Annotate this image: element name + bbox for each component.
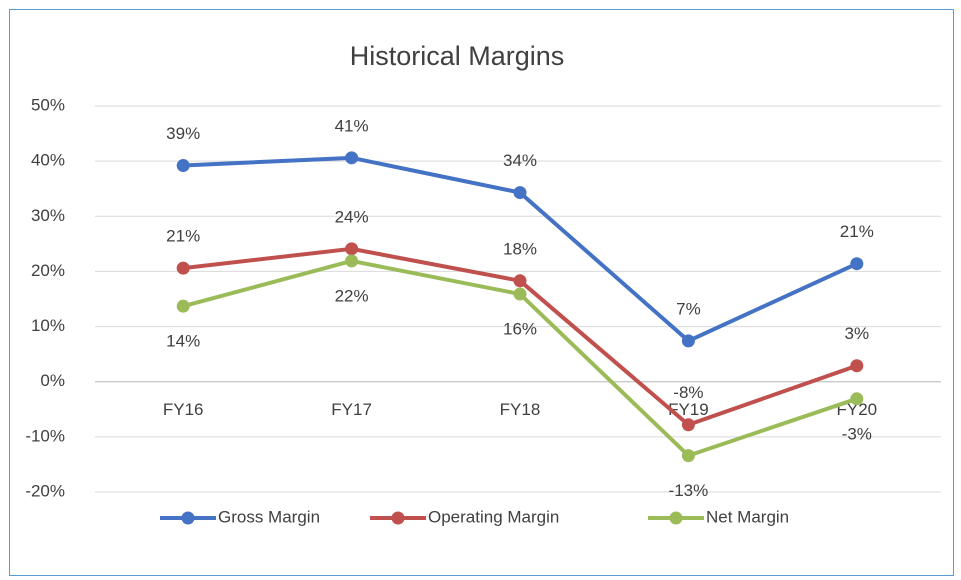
legend-marker — [669, 511, 683, 525]
legend-label: Operating Margin — [428, 507, 559, 526]
x-tick-label: FY18 — [500, 400, 541, 419]
y-tick-label: 30% — [31, 206, 65, 225]
data-point — [513, 274, 527, 288]
data-label: 22% — [335, 286, 369, 305]
data-point — [681, 449, 695, 463]
data-label: 21% — [166, 227, 200, 246]
data-point — [345, 242, 359, 256]
data-label: 34% — [503, 151, 537, 170]
legend-label: Gross Margin — [218, 507, 320, 526]
data-point — [681, 418, 695, 432]
data-point — [176, 299, 190, 313]
legend-marker — [391, 511, 405, 525]
data-point — [176, 159, 190, 173]
x-tick-label: FY17 — [331, 400, 372, 419]
data-point — [850, 257, 864, 271]
data-label: 7% — [676, 299, 701, 318]
y-tick-label: 20% — [31, 261, 65, 280]
data-label: 21% — [840, 222, 874, 241]
chart-title: Historical Margins — [350, 41, 565, 71]
legend-label: Net Margin — [706, 507, 789, 526]
data-label: 14% — [166, 332, 200, 351]
data-label: 24% — [335, 207, 369, 226]
y-tick-label: 10% — [31, 316, 65, 335]
x-tick-label: FY19 — [668, 400, 709, 419]
data-label: 18% — [503, 239, 537, 258]
data-label: -8% — [673, 383, 703, 402]
data-point — [345, 151, 359, 165]
data-point — [176, 261, 190, 275]
legend-marker — [181, 511, 195, 525]
data-label: 3% — [845, 324, 870, 343]
x-tick-label: FY20 — [836, 400, 877, 419]
data-point — [513, 186, 527, 200]
data-point — [681, 334, 695, 348]
y-tick-label: 50% — [31, 95, 65, 114]
data-label: 16% — [503, 320, 537, 339]
y-tick-label: -10% — [25, 426, 65, 445]
data-label: -3% — [842, 424, 872, 443]
data-point — [345, 254, 359, 268]
y-tick-label: 40% — [31, 151, 65, 170]
data-label: -13% — [669, 481, 709, 500]
data-point — [850, 392, 864, 406]
y-tick-label: 0% — [40, 371, 65, 390]
data-label: 39% — [166, 124, 200, 143]
data-label: 41% — [335, 116, 369, 135]
x-tick-label: FY16 — [163, 400, 204, 419]
data-point — [850, 359, 864, 373]
y-tick-label: -20% — [25, 481, 65, 500]
data-point — [513, 287, 527, 301]
chart-border — [9, 9, 954, 576]
